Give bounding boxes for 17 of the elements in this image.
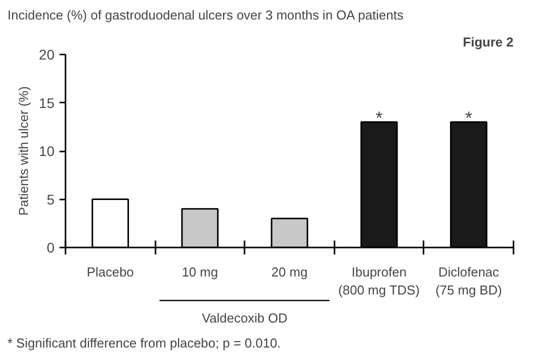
y-tick-label: 10 <box>38 143 55 159</box>
y-tick-label: 20 <box>38 46 55 62</box>
x-tick-label: Diclofenac (75 mg BD) <box>435 264 502 298</box>
y-tick-label: 5 <box>46 191 55 208</box>
text: Valdecoxib OD <box>202 310 288 326</box>
text: * Significant difference from placebo; p = 0.010. <box>8 336 281 350</box>
x-tick-label: Placebo <box>86 264 134 280</box>
x-tick-label: 20 mg <box>271 264 308 280</box>
caption: Figure 2 <box>462 34 514 50</box>
chart-title: Incidence (%) of gastroduodenal ulcers over 3 months in OA patients <box>8 8 404 22</box>
annotation: * <box>376 108 383 128</box>
annotation: * <box>465 108 472 128</box>
y-tick-label: 0 <box>46 240 55 256</box>
y-tick-label: 15 <box>38 94 55 111</box>
x-tick-label: Ibuprofen (800 mg TDS) <box>338 264 420 298</box>
y-axis-title: Patients with ulcer (%) <box>16 86 31 216</box>
x-tick-label: 10 mg <box>182 264 218 280</box>
